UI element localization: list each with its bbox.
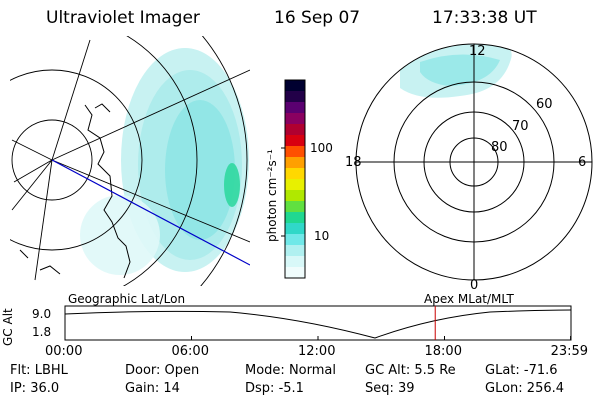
lat-lon-grid — [10, 36, 250, 286]
status-key: Gain: — [125, 381, 164, 396]
status-value: 36.0 — [30, 381, 60, 396]
status-key: Door: — [125, 363, 165, 378]
colorbar-segment — [285, 223, 305, 235]
status-key: Dsp: — [245, 381, 279, 396]
colorbar-segment — [285, 80, 305, 92]
status-value: Normal — [288, 363, 336, 378]
colorbar-segment — [285, 157, 305, 169]
altitude-plot-frame — [64, 305, 572, 341]
colorbar-unit-label: photon cm⁻²s⁻¹ — [265, 149, 279, 242]
status-value: -71.6 — [523, 363, 558, 378]
altitude-xtick-label: 12:00 — [298, 344, 336, 359]
status-key: Seq: — [365, 381, 399, 396]
altitude-plot — [64, 305, 572, 341]
status-field-door: Door: Open — [125, 364, 199, 378]
colorbar-segment — [285, 245, 305, 257]
status-field-flt: Flt: LBHL — [10, 364, 68, 378]
colorbar-segment — [285, 135, 305, 147]
coastline — [19, 103, 131, 279]
status-value: 39 — [398, 381, 415, 396]
time-label: 17:33:38 UT — [432, 8, 537, 28]
status-field-ip: IP: 36.0 — [10, 382, 59, 396]
status-value: -5.1 — [278, 381, 304, 396]
mlt-label-6: 6 — [578, 155, 587, 170]
date-label: 16 Sep 07 — [274, 8, 361, 28]
status-field-gain: Gain: 14 — [125, 382, 180, 396]
altitude-xtick-label: 06:00 — [171, 344, 209, 359]
status-field-gcalt: GC Alt: 5.5 Re — [365, 364, 456, 378]
colorbar-tick-10: 10 — [314, 229, 330, 243]
mlt-label-12: 12 — [469, 44, 486, 59]
status-field-mode: Mode: Normal — [245, 364, 336, 378]
altitude-ytick-low: 1.8 — [32, 325, 52, 339]
status-value: 14 — [163, 381, 180, 396]
status-value: 256.4 — [526, 381, 565, 396]
mlat-label-70: 70 — [512, 119, 529, 134]
status-field-seq: Seq: 39 — [365, 382, 415, 396]
terminator-line — [51, 159, 250, 266]
colorbar-segment — [285, 102, 305, 114]
mlat-label-80: 80 — [491, 140, 508, 155]
mlt-label-18: 18 — [345, 155, 362, 170]
colorbar-segment — [285, 91, 305, 103]
colorbar-segment — [285, 124, 305, 136]
altitude-ylabel: GC Alt — [1, 308, 15, 346]
colorbar-segment — [285, 267, 305, 279]
status-key: Mode: — [245, 363, 289, 378]
status-value: Open — [164, 363, 200, 378]
colorbar-segment — [285, 179, 305, 191]
status-key: IP: — [10, 381, 31, 396]
geographic-projection-label: Geographic Lat/Lon — [68, 292, 186, 306]
status-key: GLon: — [485, 381, 527, 396]
altitude-xtick-label: 00:00 — [45, 344, 83, 359]
mlat-label-60: 60 — [536, 97, 553, 112]
colorbar — [281, 79, 306, 279]
altitude-xtick-label: 18:00 — [424, 344, 462, 359]
magnetic-projection-label: Apex MLat/MLT — [424, 292, 514, 306]
status-key: GLat: — [485, 363, 524, 378]
colorbar-segment — [285, 234, 305, 246]
polar-plot — [355, 43, 593, 281]
altitude-ytick-high: 9.0 — [32, 307, 52, 321]
colorbar-segment — [285, 212, 305, 224]
aurora-emission-left — [80, 48, 249, 275]
status-field-glat: GLat: -71.6 — [485, 364, 558, 378]
colorbar-tick-100: 100 — [310, 141, 333, 155]
status-key: Flt: — [10, 363, 35, 378]
status-value: 5.5 Re — [414, 363, 456, 378]
colorbar-segment — [285, 256, 305, 268]
status-field-glon: GLon: 256.4 — [485, 382, 564, 396]
geographic-map — [10, 36, 250, 286]
colorbar-segment — [285, 168, 305, 180]
altitude-curve — [64, 309, 572, 339]
colorbar-segment — [285, 113, 305, 125]
altitude-xtick-label: 23:59 — [550, 344, 589, 359]
status-value: LBHL — [34, 363, 68, 378]
status-key: GC Alt: — [365, 363, 415, 378]
colorbar-segment — [285, 201, 305, 213]
instrument-title: Ultraviolet Imager — [46, 8, 200, 28]
mlt-label-0: 0 — [470, 278, 479, 293]
status-field-dsp: Dsp: -5.1 — [245, 382, 304, 396]
colorbar-segment — [285, 190, 305, 202]
colorbar-segment — [285, 146, 305, 158]
